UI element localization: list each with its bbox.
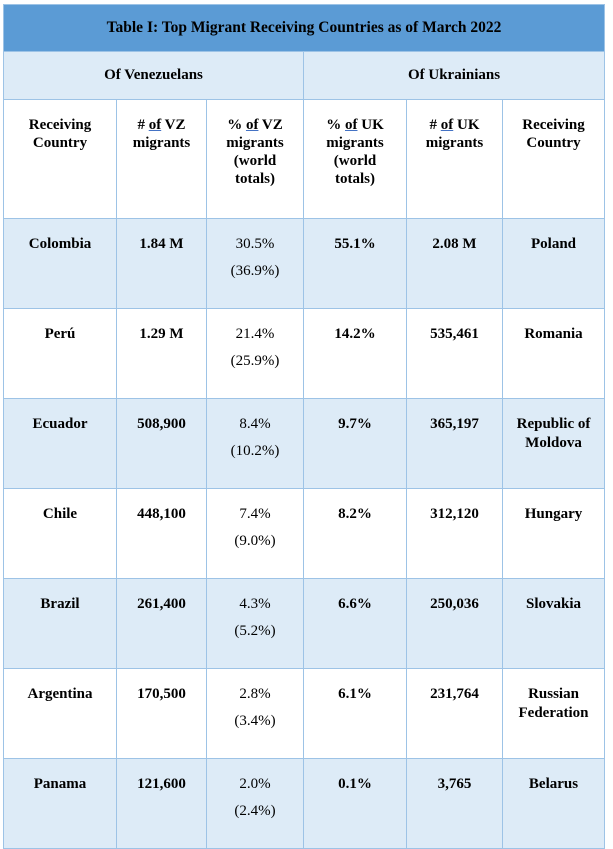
vz-pct-adjusted-value: (36.9%) xyxy=(230,263,280,279)
uk-count-cell: 2.08 M xyxy=(406,218,503,309)
vz-pct-adjusted-value: (10.2%) xyxy=(230,443,280,459)
vz-pct-adjusted-value: (25.9%) xyxy=(230,353,280,369)
col-header-line: migrants xyxy=(226,135,284,151)
col-header-line: Country xyxy=(526,135,581,151)
vz-pct-cell: 8.4% (10.2%) xyxy=(206,398,304,489)
uk-country-cell: Poland xyxy=(501,218,606,309)
col-header-line: Country xyxy=(32,135,88,151)
uk-count-cell: 365,197 xyxy=(406,398,503,489)
uk-pct-cell: 8.2% xyxy=(303,488,407,579)
vz-country-cell: Colombia xyxy=(3,218,117,309)
col-header-line: migrants xyxy=(326,135,384,151)
vz-count-cell: 1.84 M xyxy=(116,218,207,309)
vz-country-cell: Brazil xyxy=(3,578,117,669)
vz-pct-value: 2.0% xyxy=(239,776,271,792)
col-header-line: # of UK xyxy=(429,117,480,133)
table-row: Chile 448,100 7.4% (9.0%) 8.2% 312,120 Hungary xyxy=(3,488,606,579)
col-header-line: # of VZ xyxy=(137,117,186,133)
vz-pct-cell: 2.0% (2.4%) xyxy=(206,758,304,849)
uk-count-cell: 312,120 xyxy=(406,488,503,579)
vz-count-cell: 261,400 xyxy=(116,578,207,669)
uk-country-cell: Romania xyxy=(501,308,606,399)
vz-country-cell: Perú xyxy=(3,308,117,399)
vz-count-cell: 121,600 xyxy=(116,758,207,849)
vz-pct-value: 7.4% xyxy=(239,506,271,522)
col-header-uk-pct: % of UK migrants (world totals) xyxy=(303,99,407,219)
uk-country-cell: Hungary xyxy=(501,488,606,579)
col-header-line: (world xyxy=(233,153,277,169)
vz-country-cell: Chile xyxy=(3,488,117,579)
table-row: Ecuador 508,900 8.4% (10.2%) 9.7% 365,197 Repu… xyxy=(3,398,606,489)
col-header-line: migrants xyxy=(425,135,484,151)
uk-country-cell: Belarus xyxy=(501,758,606,849)
col-header-uk-count: # of UK migrants xyxy=(406,99,503,219)
col-header-receiving-country-right: Receiving Country xyxy=(501,99,606,219)
vz-count-cell: 448,100 xyxy=(116,488,207,579)
uk-pct-cell: 55.1% xyxy=(303,218,407,309)
col-header-line: Receiving xyxy=(522,117,585,133)
group-header-venezuelans: Of Venezuelans xyxy=(3,51,304,100)
migrant-table: Table I: Top Migrant Receiving Countries… xyxy=(2,4,606,849)
vz-country-cell: Ecuador xyxy=(3,398,117,489)
uk-pct-cell: 9.7% xyxy=(303,398,407,489)
col-header-line: % of UK xyxy=(326,117,384,133)
vz-pct-value: 2.8% xyxy=(239,686,271,702)
vz-pct-adjusted-value: (9.0%) xyxy=(234,533,276,549)
vz-pct-value: 4.3% xyxy=(239,596,271,612)
col-header-line: totals) xyxy=(335,171,375,187)
vz-pct-cell: 7.4% (9.0%) xyxy=(206,488,304,579)
col-header-line: % of VZ xyxy=(227,117,283,133)
uk-count-cell: 3,765 xyxy=(406,758,503,849)
col-header-line: totals) xyxy=(235,171,275,187)
col-header-vz-count: # of VZ migrants xyxy=(116,99,207,219)
table-row: Brazil 261,400 4.3% (5.2%) 6.6% 250,036 Slovak… xyxy=(3,578,606,669)
col-header-vz-pct: % of VZ migrants (world totals) xyxy=(206,99,304,219)
col-header-receiving-country-left: Receiving Country xyxy=(3,99,117,219)
vz-pct-value: 30.5% xyxy=(235,236,275,252)
table-row: Panama 121,600 2.0% (2.4%) 0.1% 3,765 Belarus xyxy=(3,758,606,849)
col-header-line: (world xyxy=(333,153,377,169)
vz-count-cell: 508,900 xyxy=(116,398,207,489)
col-header-line: Receiving xyxy=(28,117,92,133)
vz-pct-cell: 4.3% (5.2%) xyxy=(206,578,304,669)
table-row: Perú 1.29 M 21.4% (25.9%) 14.2% 535,461 Romani… xyxy=(3,308,606,399)
col-header-line: migrants xyxy=(132,135,191,151)
group-header-ukrainians: Of Ukrainians xyxy=(302,51,606,100)
uk-country-cell: Slovakia xyxy=(501,578,606,669)
vz-pct-cell: 21.4% (25.9%) xyxy=(206,308,304,399)
uk-count-cell: 535,461 xyxy=(406,308,503,399)
uk-pct-cell: 14.2% xyxy=(303,308,407,399)
vz-count-cell: 1.29 M xyxy=(116,308,207,399)
table-title: Table I: Top Migrant Receiving Countries… xyxy=(2,4,606,52)
uk-pct-cell: 0.1% xyxy=(303,758,407,849)
migrant-table-container: Table I: Top Migrant Receiving Countries… xyxy=(2,4,606,849)
vz-country-cell: Panama xyxy=(3,758,117,849)
vz-pct-value: 8.4% xyxy=(239,416,271,432)
vz-pct-value: 21.4% xyxy=(235,326,275,342)
uk-pct-cell: 6.6% xyxy=(303,578,407,669)
vz-pct-adjusted-value: (2.4%) xyxy=(234,803,276,819)
uk-country-cell: Republic of Moldova xyxy=(501,398,606,489)
table-row: Colombia 1.84 M 30.5% (36.9%) 55.1% 2.08 M Pol… xyxy=(3,218,606,309)
vz-pct-cell: 30.5% (36.9%) xyxy=(206,218,304,309)
table-body: Colombia 1.84 M 30.5% (36.9%) 55.1% 2.08 M Pol… xyxy=(3,218,606,849)
vz-pct-adjusted-value: (5.2%) xyxy=(234,623,276,639)
uk-count-cell: 250,036 xyxy=(406,578,503,669)
vz-pct-adjusted-value: (3.4%) xyxy=(234,713,276,729)
